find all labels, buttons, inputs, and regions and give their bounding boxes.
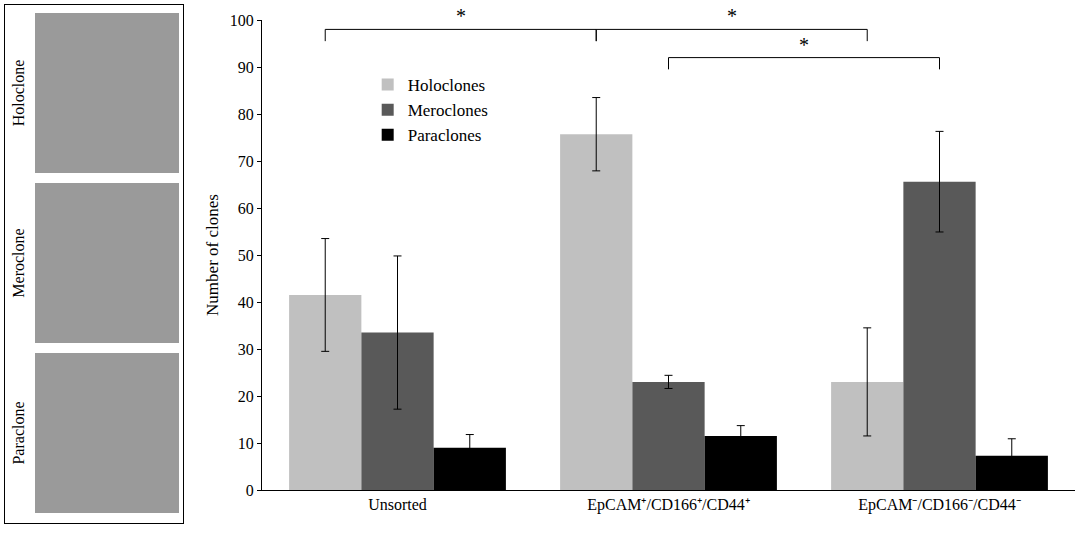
svg-text:40: 40 [238, 294, 254, 311]
svg-text:70: 70 [238, 153, 254, 170]
svg-text:EpCAM⁺/CD166⁺/CD44⁺: EpCAM⁺/CD166⁺/CD44⁺ [587, 496, 750, 514]
svg-text:10: 10 [238, 435, 254, 452]
svg-text:Meroclones: Meroclones [408, 101, 488, 120]
svg-text:0: 0 [246, 482, 254, 499]
svg-text:80: 80 [238, 106, 254, 123]
svg-text:*: * [799, 34, 809, 56]
svg-text:90: 90 [238, 59, 254, 76]
html-text:Holoclone: Holoclone [10, 59, 27, 127]
svg-text:Number of clones: Number of clones [203, 194, 222, 316]
svg-text:30: 30 [238, 341, 254, 358]
html-text:Meroclone: Meroclone [10, 228, 27, 298]
svg-text:20: 20 [238, 388, 254, 405]
html-text:Paraclone: Paraclone [10, 401, 27, 465]
svg-text:Paraclones: Paraclones [408, 126, 482, 145]
svg-text:Holoclones: Holoclones [408, 76, 485, 95]
svg-text:Unsorted: Unsorted [368, 496, 427, 513]
svg-text:*: * [727, 5, 737, 27]
svg-text:50: 50 [238, 247, 254, 264]
svg-text:*: * [456, 5, 466, 27]
svg-text:60: 60 [238, 200, 254, 217]
svg-text:100: 100 [230, 12, 254, 29]
svg-text:EpCAM⁻/CD166⁻/CD44⁻: EpCAM⁻/CD166⁻/CD44⁻ [858, 496, 1021, 514]
